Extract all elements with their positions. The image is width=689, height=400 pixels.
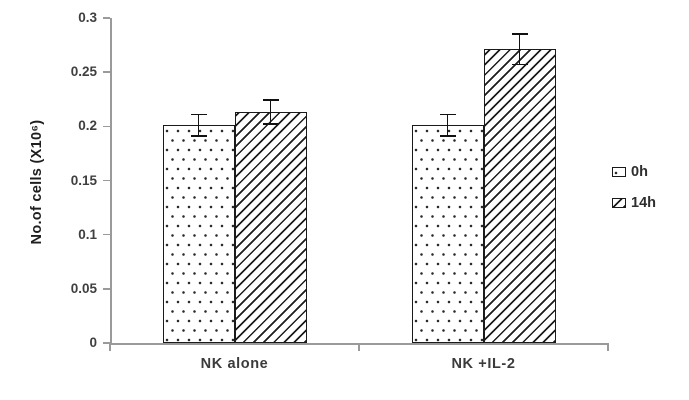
- legend-label: 14h: [631, 195, 656, 211]
- bar-0h-NK-+IL-2: [411, 125, 484, 343]
- error-bar-cap-top: [511, 33, 528, 36]
- bar-0h-NK-alone: [162, 125, 235, 343]
- legend-label: 0h: [631, 164, 648, 180]
- y-tick-mark: [103, 179, 110, 182]
- bar-14h-NK-+IL-2: [483, 49, 556, 343]
- y-tick-label: 0.25: [70, 64, 97, 80]
- y-tick-mark: [103, 233, 110, 236]
- y-tick-label: 0: [89, 335, 97, 350]
- error-bar-line: [518, 34, 521, 65]
- y-tick-mark: [103, 342, 110, 344]
- y-tick-label: 0.1: [78, 226, 97, 242]
- y-tick-mark: [103, 125, 110, 128]
- legend-entry-14h: 14h: [612, 195, 656, 211]
- chart-legend: 0h 14h: [612, 164, 656, 226]
- x-category-label: NK +IL-2: [451, 356, 516, 372]
- x-tick-mark: [358, 343, 360, 351]
- error-bar-line: [269, 100, 272, 125]
- error-bar-line: [446, 114, 449, 137]
- x-tick-mark: [607, 343, 609, 351]
- error-bar-cap-bottom: [439, 135, 456, 137]
- y-tick-label: 0.05: [70, 280, 97, 296]
- y-tick-label: 0.15: [70, 172, 97, 188]
- bar-14h-NK-alone: [234, 112, 307, 343]
- error-bar-cap-top: [262, 99, 279, 102]
- error-bar-cap-bottom: [511, 63, 528, 66]
- y-tick-label: 0.2: [78, 118, 97, 134]
- error-bar-cap-bottom: [190, 135, 207, 137]
- legend-swatch-hatch-icon: [612, 198, 626, 208]
- legend-swatch-dots-icon: [612, 167, 626, 177]
- x-tick-mark: [109, 343, 111, 351]
- error-bar-line: [197, 114, 200, 137]
- y-tick-label: 0.3: [78, 10, 97, 25]
- error-bar-cap-bottom: [262, 123, 279, 126]
- error-bar-cap-top: [190, 113, 207, 116]
- y-tick-mark: [103, 71, 110, 73]
- legend-entry-0h: 0h: [612, 164, 656, 180]
- y-axis-line: [110, 18, 112, 343]
- y-tick-mark: [103, 17, 110, 19]
- x-category-label: NK alone: [200, 356, 269, 372]
- y-tick-mark: [103, 288, 110, 290]
- error-bar-cap-top: [439, 113, 456, 116]
